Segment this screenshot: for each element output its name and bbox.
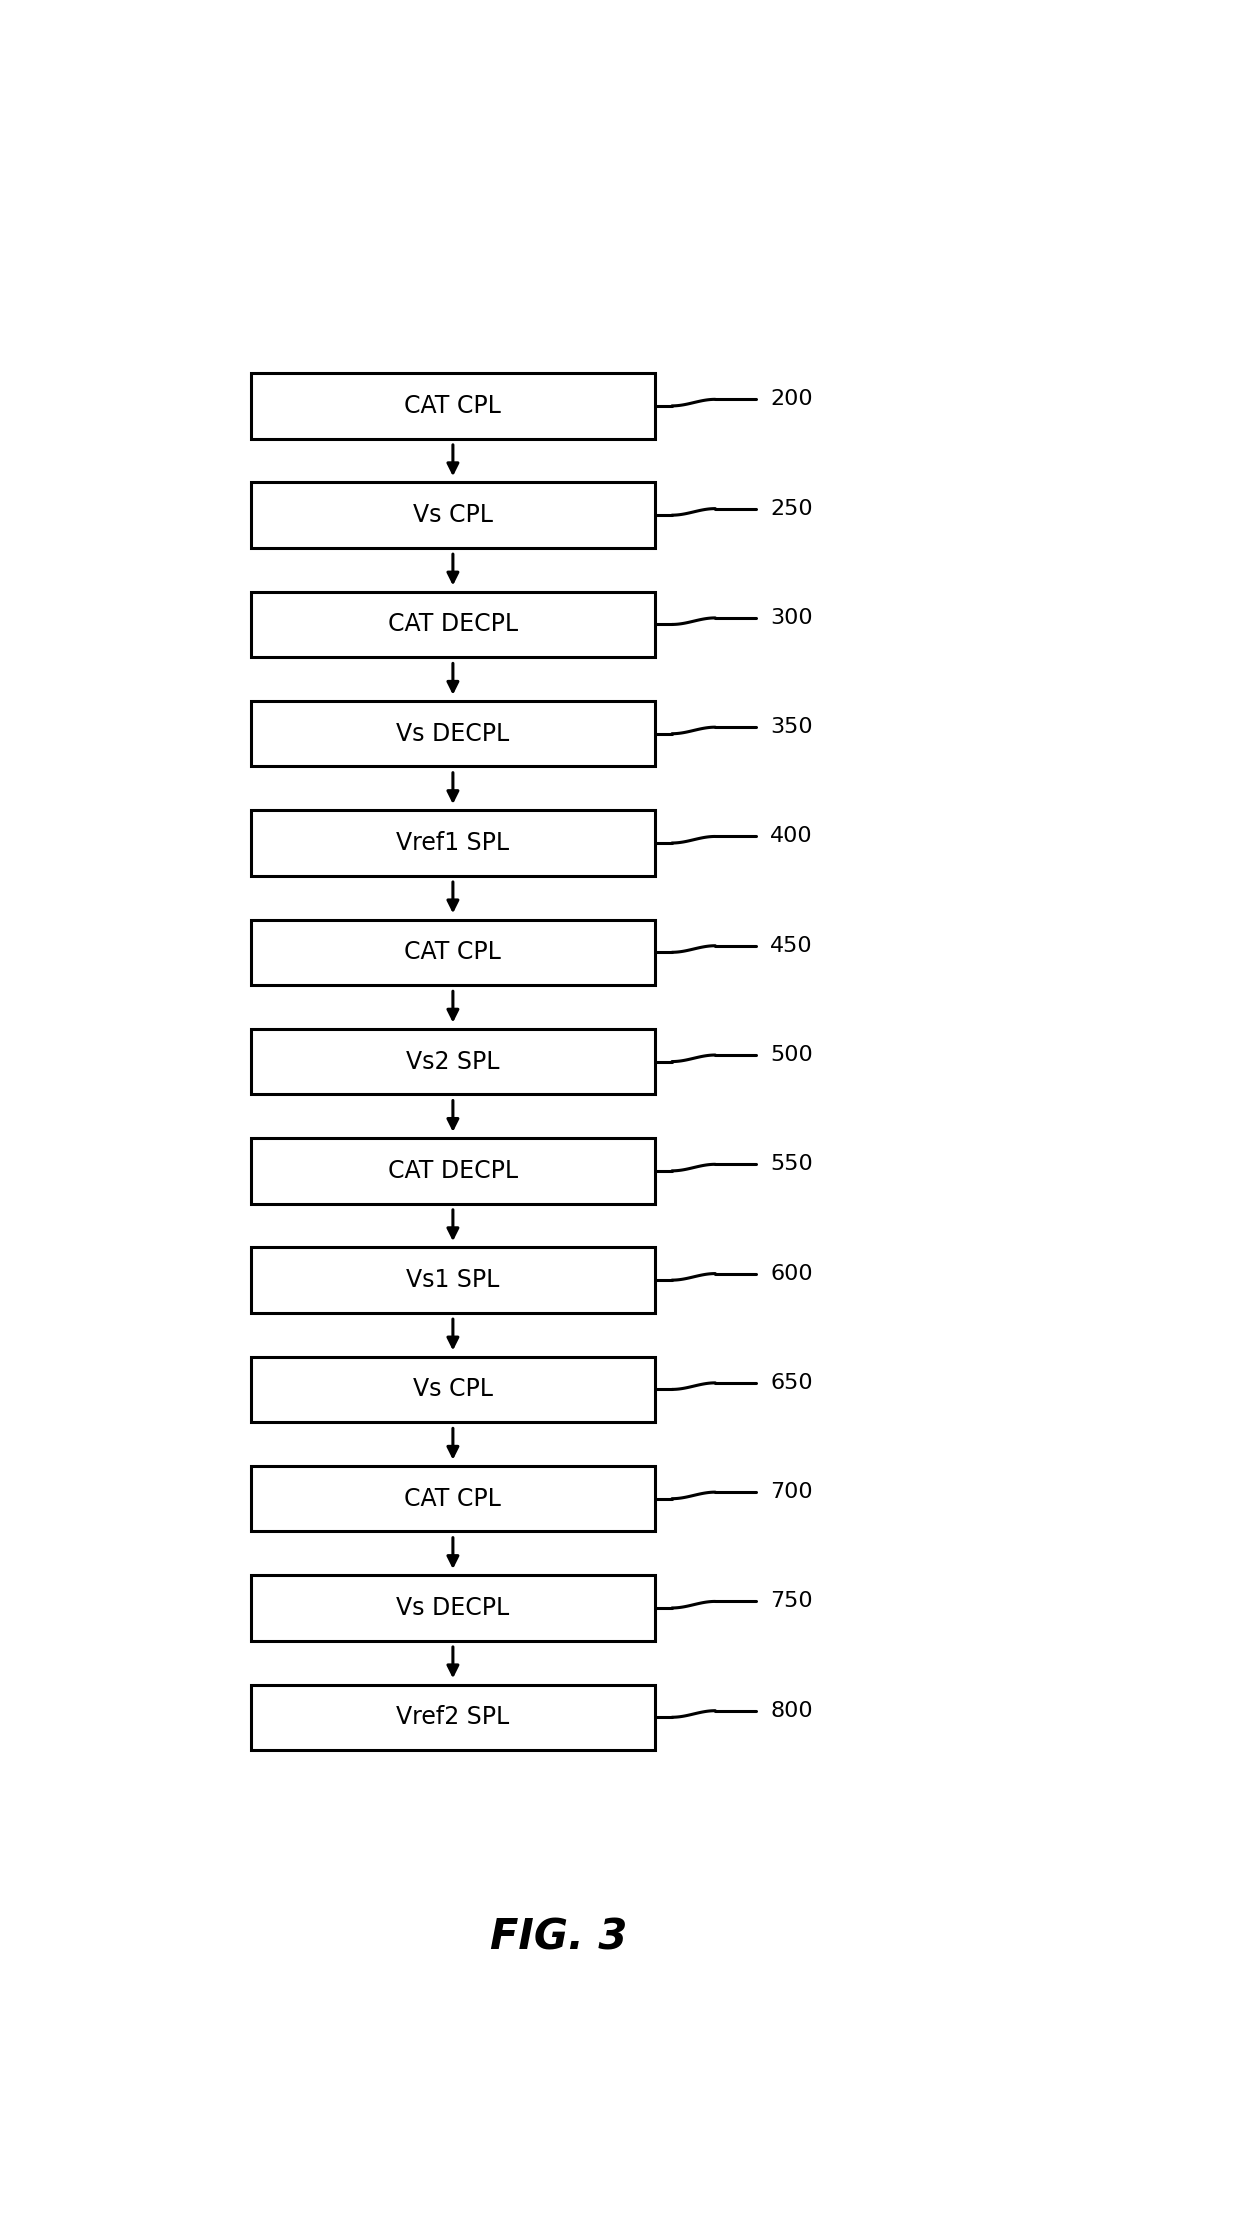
Text: CAT DECPL: CAT DECPL (388, 1158, 518, 1182)
Text: Vs CPL: Vs CPL (413, 503, 494, 527)
Text: 700: 700 (770, 1482, 812, 1502)
FancyBboxPatch shape (250, 1685, 655, 1750)
Text: CAT DECPL: CAT DECPL (388, 612, 518, 637)
Text: Vref1 SPL: Vref1 SPL (397, 831, 510, 856)
Text: 400: 400 (770, 827, 812, 847)
FancyBboxPatch shape (250, 373, 655, 438)
Text: FIG. 3: FIG. 3 (490, 1918, 627, 1958)
FancyBboxPatch shape (250, 1247, 655, 1312)
FancyBboxPatch shape (250, 702, 655, 767)
Text: CAT CPL: CAT CPL (404, 1486, 501, 1511)
Text: 600: 600 (770, 1263, 812, 1283)
FancyBboxPatch shape (250, 1576, 655, 1640)
FancyBboxPatch shape (250, 592, 655, 657)
FancyBboxPatch shape (250, 1466, 655, 1531)
Text: Vs2 SPL: Vs2 SPL (407, 1050, 500, 1073)
Text: Vs CPL: Vs CPL (413, 1377, 494, 1401)
FancyBboxPatch shape (250, 811, 655, 876)
FancyBboxPatch shape (250, 919, 655, 986)
Text: Vref2 SPL: Vref2 SPL (397, 1705, 510, 1730)
Text: 550: 550 (770, 1153, 812, 1173)
Text: Vs DECPL: Vs DECPL (397, 722, 510, 746)
Text: 650: 650 (770, 1372, 812, 1392)
Text: 300: 300 (770, 608, 812, 628)
FancyBboxPatch shape (250, 1138, 655, 1202)
Text: Vs1 SPL: Vs1 SPL (407, 1267, 500, 1292)
Text: 350: 350 (770, 717, 812, 738)
Text: 750: 750 (770, 1591, 812, 1611)
Text: 200: 200 (770, 389, 812, 409)
Text: 500: 500 (770, 1046, 812, 1066)
Text: CAT CPL: CAT CPL (404, 393, 501, 418)
Text: CAT CPL: CAT CPL (404, 941, 501, 963)
Text: 800: 800 (770, 1701, 812, 1721)
FancyBboxPatch shape (250, 1357, 655, 1421)
FancyBboxPatch shape (250, 483, 655, 548)
Text: Vs DECPL: Vs DECPL (397, 1596, 510, 1620)
Text: 250: 250 (770, 498, 812, 519)
FancyBboxPatch shape (250, 1028, 655, 1095)
Text: 450: 450 (770, 936, 812, 957)
